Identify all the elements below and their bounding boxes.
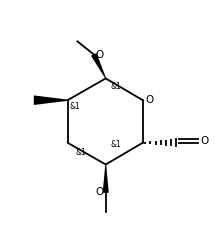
Text: O: O: [96, 187, 104, 197]
Text: &1: &1: [75, 148, 86, 157]
Text: O: O: [95, 50, 104, 60]
Text: O: O: [201, 136, 209, 146]
Text: &1: &1: [70, 102, 81, 111]
Text: O: O: [146, 95, 154, 105]
Text: &1: &1: [110, 81, 121, 91]
Text: &1: &1: [110, 140, 121, 149]
Polygon shape: [34, 95, 68, 105]
Polygon shape: [103, 164, 109, 193]
Polygon shape: [91, 53, 106, 79]
